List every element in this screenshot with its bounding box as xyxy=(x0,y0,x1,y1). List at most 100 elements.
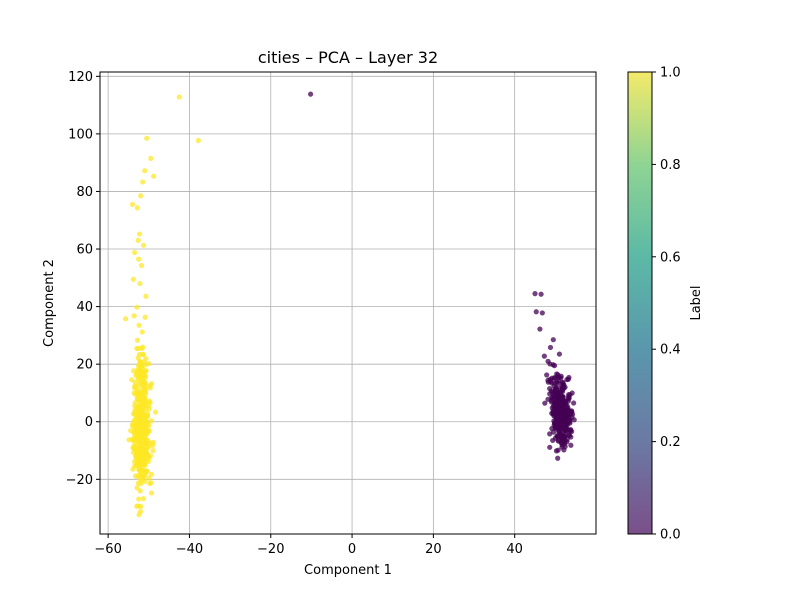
data-point xyxy=(140,374,146,381)
data-point xyxy=(148,471,155,477)
data-point xyxy=(148,480,154,486)
y-axis-label: Component 2 xyxy=(42,259,57,347)
data-point xyxy=(133,411,139,417)
data-point xyxy=(140,179,146,185)
data-point xyxy=(135,237,141,243)
data-point xyxy=(541,353,547,359)
data-point xyxy=(146,398,152,404)
data-point xyxy=(567,419,573,425)
data-point xyxy=(560,417,566,423)
data-point xyxy=(136,322,142,328)
grid-lines xyxy=(100,72,596,534)
data-point xyxy=(129,201,136,208)
colorbar-tick-label: 0.2 xyxy=(660,435,681,450)
data-point xyxy=(132,446,139,452)
data-point xyxy=(123,316,129,322)
data-point xyxy=(553,388,559,394)
data-point xyxy=(552,398,559,404)
data-point xyxy=(129,377,135,383)
y-tick-label: 60 xyxy=(76,243,93,258)
data-point xyxy=(133,383,139,389)
data-point xyxy=(559,435,565,441)
data-point xyxy=(134,371,140,377)
data-point xyxy=(564,436,570,442)
data-point xyxy=(146,406,152,412)
data-point xyxy=(139,345,145,352)
x-tick-label: 20 xyxy=(425,542,442,557)
y-tick-label: 40 xyxy=(76,300,93,315)
data-point xyxy=(136,512,142,518)
data-point xyxy=(547,344,554,351)
data-point xyxy=(552,380,558,386)
data-point xyxy=(134,345,140,352)
data-point xyxy=(136,231,143,237)
data-point xyxy=(537,326,543,332)
data-point xyxy=(148,418,155,424)
data-point xyxy=(565,376,571,382)
data-point xyxy=(143,356,149,362)
data-point xyxy=(148,155,154,161)
data-point xyxy=(140,242,147,248)
data-point xyxy=(558,412,565,419)
data-point xyxy=(553,405,559,411)
data-point xyxy=(141,472,147,478)
x-tick-label: −40 xyxy=(176,542,203,557)
data-point xyxy=(140,351,147,358)
data-point xyxy=(542,400,548,406)
data-point xyxy=(140,496,147,502)
colorbar-tick-label: 0.8 xyxy=(660,158,681,173)
data-point xyxy=(138,384,144,390)
data-point xyxy=(550,437,556,444)
data-point xyxy=(146,361,152,367)
colorbar-tick-label: 0.6 xyxy=(660,250,681,265)
data-point xyxy=(547,444,553,450)
y-tick-label: 0 xyxy=(85,415,93,430)
colorbar: 0.0 0.2 0.4 0.6 0.8 1.0 Label xyxy=(627,66,704,543)
data-point xyxy=(134,304,140,310)
data-point xyxy=(551,363,558,369)
colorbar-gradient xyxy=(627,71,653,535)
data-point xyxy=(138,362,144,369)
data-point xyxy=(145,438,151,444)
y-tick-label: 80 xyxy=(76,185,93,200)
data-point xyxy=(140,420,146,426)
data-point xyxy=(555,393,561,399)
data-point xyxy=(139,392,145,398)
data-point xyxy=(137,446,144,452)
data-point xyxy=(131,249,138,256)
chart-title: cities – PCA – Layer 32 xyxy=(258,48,438,67)
x-tick-label: 0 xyxy=(348,542,356,557)
data-point xyxy=(144,468,150,474)
data-point xyxy=(195,137,201,144)
data-point xyxy=(150,448,156,454)
data-point xyxy=(134,337,140,343)
data-point xyxy=(139,433,145,439)
data-point xyxy=(545,377,551,383)
data-point xyxy=(135,480,141,486)
data-point xyxy=(130,276,136,282)
data-point xyxy=(566,432,572,439)
data-point xyxy=(134,423,140,429)
data-point xyxy=(560,424,566,430)
data-point xyxy=(142,168,148,174)
data-point xyxy=(556,351,563,357)
plot-frame xyxy=(99,71,597,535)
data-point xyxy=(131,417,137,424)
data-point xyxy=(550,337,556,343)
colorbar-label: Label xyxy=(689,285,704,320)
data-point xyxy=(136,496,142,502)
data-point xyxy=(143,453,149,459)
data-point xyxy=(544,372,550,378)
data-point xyxy=(567,428,574,434)
data-point xyxy=(554,417,560,423)
y-tick-label: 120 xyxy=(68,70,93,85)
data-point xyxy=(142,379,148,385)
data-point xyxy=(138,193,144,199)
data-point xyxy=(148,490,155,496)
data-point xyxy=(553,448,560,454)
data-point xyxy=(565,411,571,418)
data-point xyxy=(555,455,561,461)
y-tick-label: −20 xyxy=(66,473,93,488)
colorbar-tick-label: 0.4 xyxy=(660,343,681,358)
